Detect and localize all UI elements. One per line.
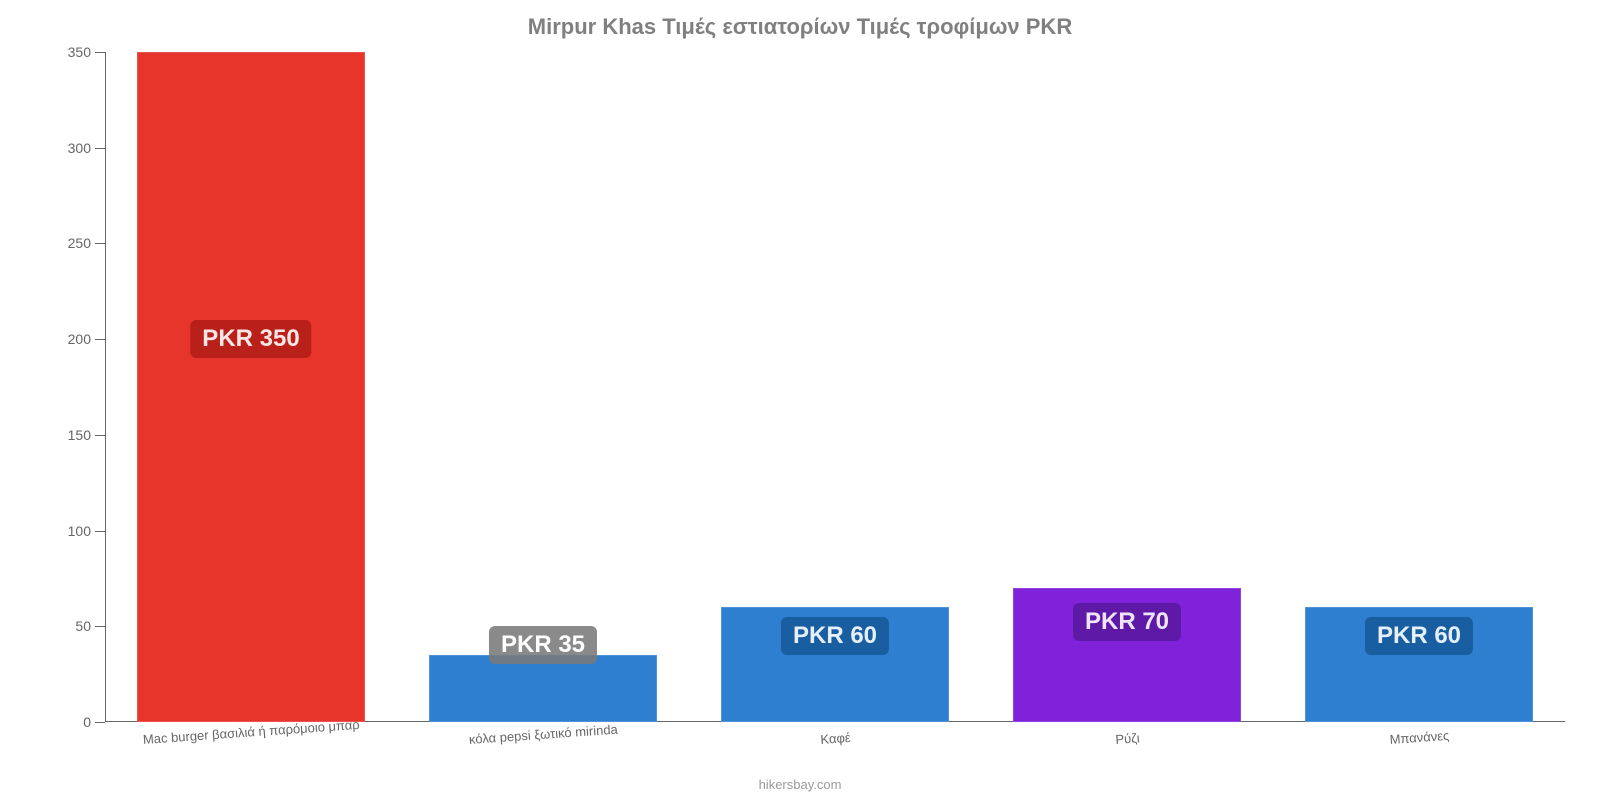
x-tick-label: Καφέ — [820, 730, 851, 747]
x-tick-label: κόλα pepsi ξωτικό mirinda — [468, 722, 618, 747]
bars-container: PKR 350 PKR 35 PKR 60 PKR 70 PKR 60 — [105, 52, 1565, 722]
y-tick-label: 350 — [68, 44, 105, 60]
y-tick-label: 0 — [83, 714, 105, 730]
y-tick-label: 50 — [75, 618, 105, 634]
bar — [137, 52, 365, 722]
price-chart: Mirpur Khas Τιμές εστιατορίων Τιμές τροφ… — [0, 0, 1600, 800]
x-tick-label: Ρύζι — [1115, 730, 1140, 747]
y-tick-label: 100 — [68, 523, 105, 539]
y-tick-label: 250 — [68, 235, 105, 251]
chart-title: Mirpur Khas Τιμές εστιατορίων Τιμές τροφ… — [0, 14, 1600, 40]
value-badge: PKR 35 — [489, 626, 597, 664]
value-badge: PKR 60 — [781, 617, 889, 655]
plot-area: PKR 350PKR 35PKR 60PKR 70PKR 60 05010015… — [105, 52, 1565, 722]
bar — [429, 655, 657, 722]
value-badge: PKR 60 — [1365, 617, 1473, 655]
value-badge: PKR 70 — [1073, 603, 1181, 641]
x-tick-label: Μπανάνες — [1389, 728, 1450, 747]
y-tick-label: 200 — [68, 331, 105, 347]
attribution: hikersbay.com — [0, 777, 1600, 792]
value-badge: PKR 350 — [190, 320, 311, 358]
y-tick-label: 300 — [68, 140, 105, 156]
y-tick-label: 150 — [68, 427, 105, 443]
